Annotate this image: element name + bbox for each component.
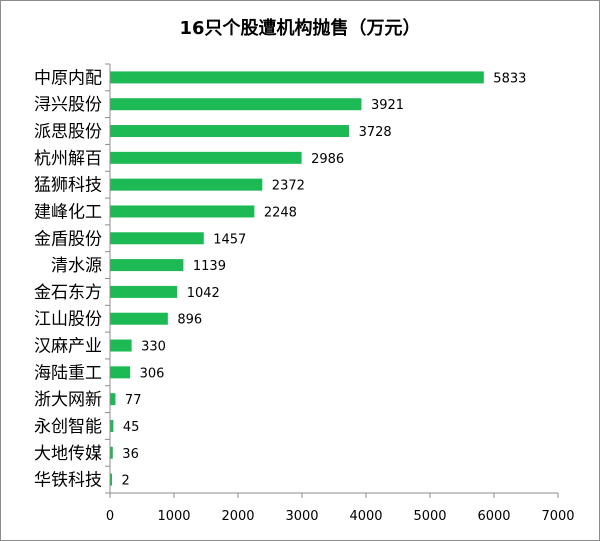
category-label: 金盾股份 [34, 229, 102, 249]
x-tick-label: 2000 [221, 509, 254, 524]
bar [110, 205, 255, 218]
category-label: 大地传媒 [34, 444, 102, 464]
bar [110, 312, 168, 325]
category-label: 华铁科技 [34, 471, 102, 491]
category-label: 清水源 [51, 256, 102, 276]
chart-title: 16只个股遭机构抛售（万元） [179, 18, 421, 39]
x-tick-label: 1000 [157, 509, 190, 524]
value-label: 1139 [193, 259, 226, 274]
value-label: 306 [140, 366, 165, 381]
value-label: 36 [122, 447, 139, 462]
x-tick-label: 4000 [349, 509, 382, 524]
bar [110, 151, 302, 164]
bar [110, 285, 178, 298]
value-label: 5833 [493, 71, 526, 86]
chart-bars [110, 71, 484, 486]
value-label: 2986 [311, 152, 344, 167]
value-label: 1457 [213, 232, 246, 247]
chart-axes: 0 1000 2000 3000 4000 5000 6000 7000 [105, 63, 575, 524]
bar [110, 98, 362, 111]
chart-labels: 中原内配 5833 浔兴股份 3921 派思股份 3728 杭州解百 2986 猛狮科技 2372… [34, 68, 526, 490]
x-tick-label: 3000 [285, 509, 318, 524]
value-label: 2248 [264, 205, 297, 220]
category-label: 海陆重工 [34, 363, 102, 383]
value-label: 2 [122, 474, 130, 489]
x-tick-label: 7000 [541, 509, 574, 524]
category-label: 汉麻产业 [34, 337, 102, 357]
bar [110, 232, 204, 245]
bar [110, 473, 112, 486]
bar [110, 339, 132, 352]
x-tick-label: 5000 [413, 509, 446, 524]
value-label: 896 [177, 313, 202, 328]
category-label: 杭州解百 [34, 149, 102, 169]
bar [110, 71, 484, 84]
category-label: 浔兴股份 [34, 95, 102, 115]
value-label: 45 [123, 420, 140, 435]
category-label: 浙大网新 [34, 390, 102, 410]
category-label: 江山股份 [34, 310, 102, 330]
x-tick-label: 0 [106, 509, 114, 524]
value-label: 1042 [187, 286, 220, 301]
value-label: 77 [125, 393, 142, 408]
bar [110, 393, 116, 406]
bar [110, 125, 350, 138]
bar [110, 259, 184, 272]
category-label: 派思股份 [34, 122, 102, 142]
bar [110, 419, 114, 432]
category-label: 金石东方 [34, 283, 102, 303]
value-label: 3921 [371, 98, 404, 113]
bar [110, 446, 113, 459]
bar [110, 178, 263, 191]
value-label: 2372 [272, 179, 305, 194]
category-label: 猛狮科技 [34, 176, 102, 196]
category-label: 建峰化工 [34, 202, 102, 222]
value-label: 330 [141, 340, 166, 355]
x-tick-label: 6000 [477, 509, 510, 524]
value-label: 3728 [359, 125, 392, 140]
category-label: 中原内配 [34, 68, 102, 88]
category-label: 永创智能 [34, 417, 102, 437]
bar [110, 366, 131, 379]
